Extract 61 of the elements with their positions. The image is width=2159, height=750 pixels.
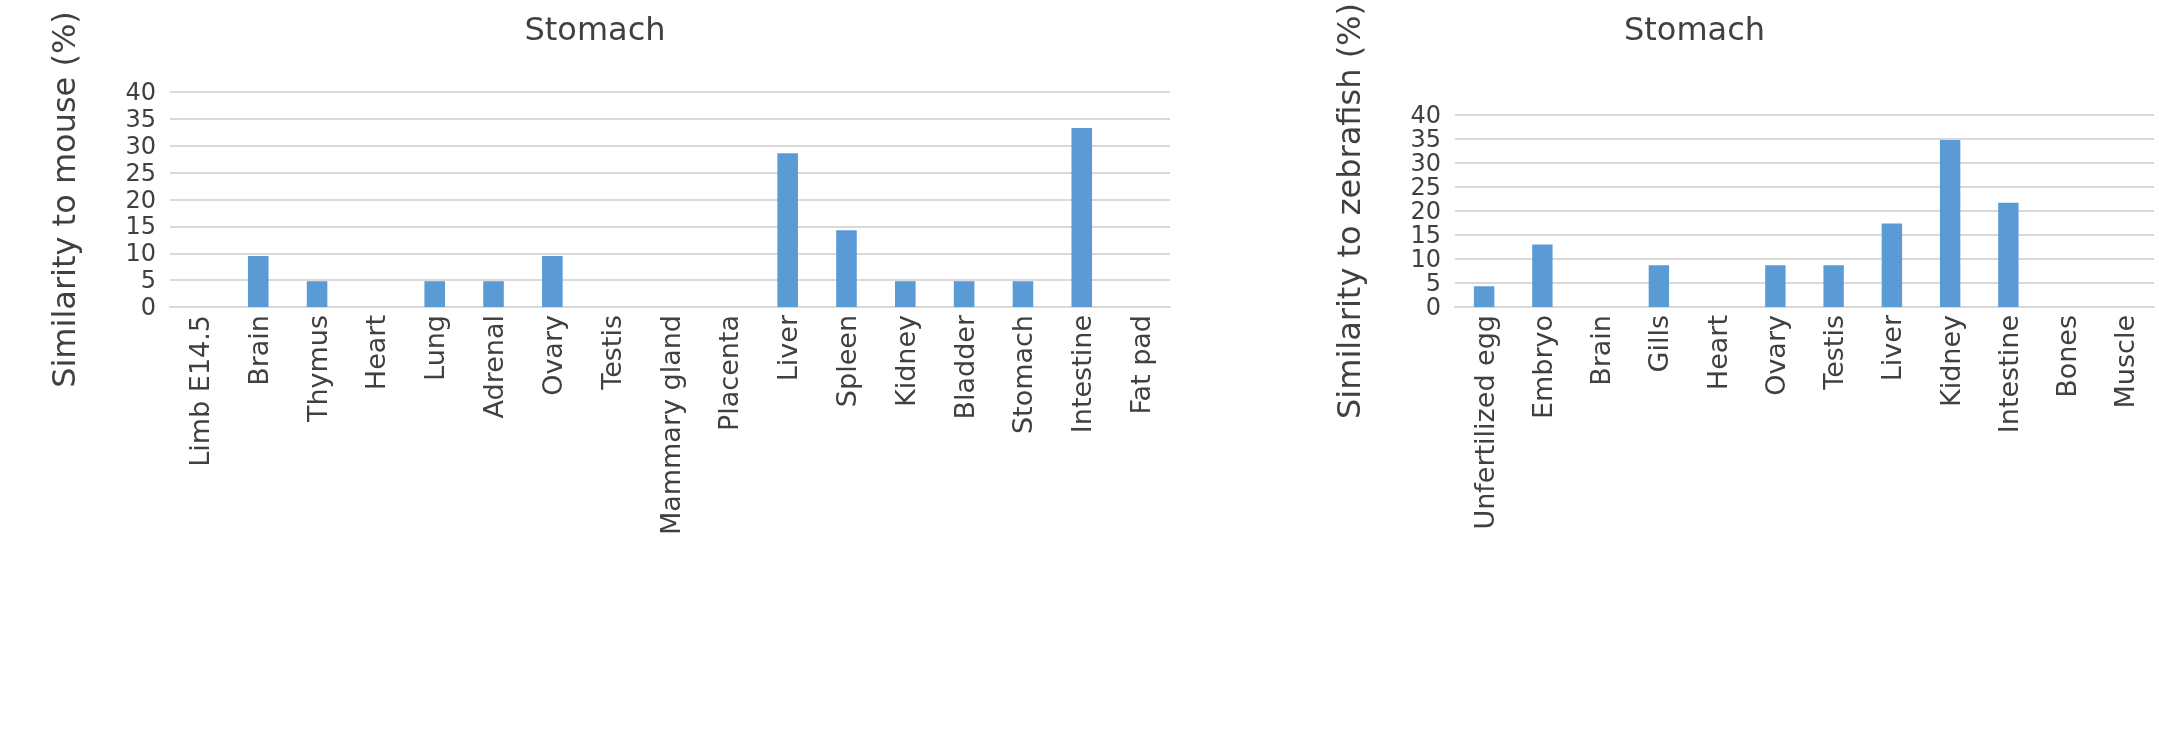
x-tick-label: Intestine [1066, 315, 1098, 434]
x-tick-label: Mammary gland [654, 315, 686, 536]
y-tick-label: 15 [125, 212, 156, 241]
x-tick-label: Testis [595, 315, 627, 391]
x-tick-label: Lung [419, 315, 451, 381]
y-tick-label: 35 [125, 104, 156, 133]
x-tick-label: Spleen [830, 315, 862, 408]
bar [777, 153, 798, 307]
bar [1939, 139, 1961, 307]
bar [247, 255, 269, 307]
x-tick-label: Brain [242, 315, 274, 386]
y-tick-label: 0 [140, 293, 156, 321]
bar [483, 281, 504, 307]
bar [1648, 265, 1670, 307]
x-tick-label: Bladder [948, 314, 980, 420]
bar [1012, 281, 1034, 307]
y-axis-title: Similarity to zebrafish (%) [1330, 3, 1368, 419]
x-tick-label: Kidney [889, 314, 921, 408]
y-tick-label: 5 [140, 266, 156, 295]
x-tick-label: Thymus [301, 315, 333, 424]
x-tick-label: Placenta [713, 315, 745, 432]
x-tick-label: Embryo [1526, 315, 1558, 420]
y-tick-label: 10 [125, 239, 156, 268]
x-tick-label: Brain [1585, 315, 1617, 386]
y-axis-title: Similarity to mouse (%) [45, 11, 83, 388]
bar [1823, 265, 1844, 307]
y-tick-label: 40 [125, 78, 156, 106]
x-tick-label: Bones [2051, 315, 2083, 398]
bar [1473, 286, 1495, 307]
x-tick-label: Liver [1876, 314, 1908, 382]
y-tick-label: 25 [125, 158, 156, 187]
bar [1765, 265, 1786, 307]
bar [424, 281, 445, 307]
x-tick-label: Heart [1701, 315, 1733, 391]
bar [1532, 244, 1553, 307]
x-tick-label: Stomach [1007, 315, 1039, 435]
bar [542, 255, 563, 307]
chart-title: Stomach [1623, 10, 1766, 48]
x-tick-label: Limb E14.5 [183, 315, 215, 467]
x-tick-label: Testis [1818, 315, 1850, 391]
bar [836, 230, 857, 307]
bar [1881, 223, 1903, 307]
chart-title: Stomach [524, 10, 666, 48]
x-tick-label: Gills [1643, 315, 1675, 373]
x-tick-label: Fat pad [1125, 315, 1157, 415]
bar [1071, 128, 1093, 307]
bar [895, 281, 916, 307]
x-tick-label: Heart [360, 315, 392, 391]
y-tick-label: 30 [125, 131, 156, 160]
x-tick-label: Muscle [2109, 315, 2141, 409]
x-tick-label: Liver [772, 314, 804, 382]
x-tick-label: Ovary [536, 314, 568, 396]
x-tick-label: Kidney [1934, 314, 1966, 408]
x-tick-label: Unfertilized egg [1468, 315, 1500, 530]
bar [306, 281, 328, 307]
bar [1998, 202, 2019, 307]
bar [953, 281, 975, 307]
x-tick-label: Ovary [1759, 314, 1791, 396]
x-tick-label: Intestine [1992, 315, 2024, 434]
x-tick-label: Adrenal [478, 315, 510, 419]
y-tick-label: 20 [125, 185, 156, 214]
